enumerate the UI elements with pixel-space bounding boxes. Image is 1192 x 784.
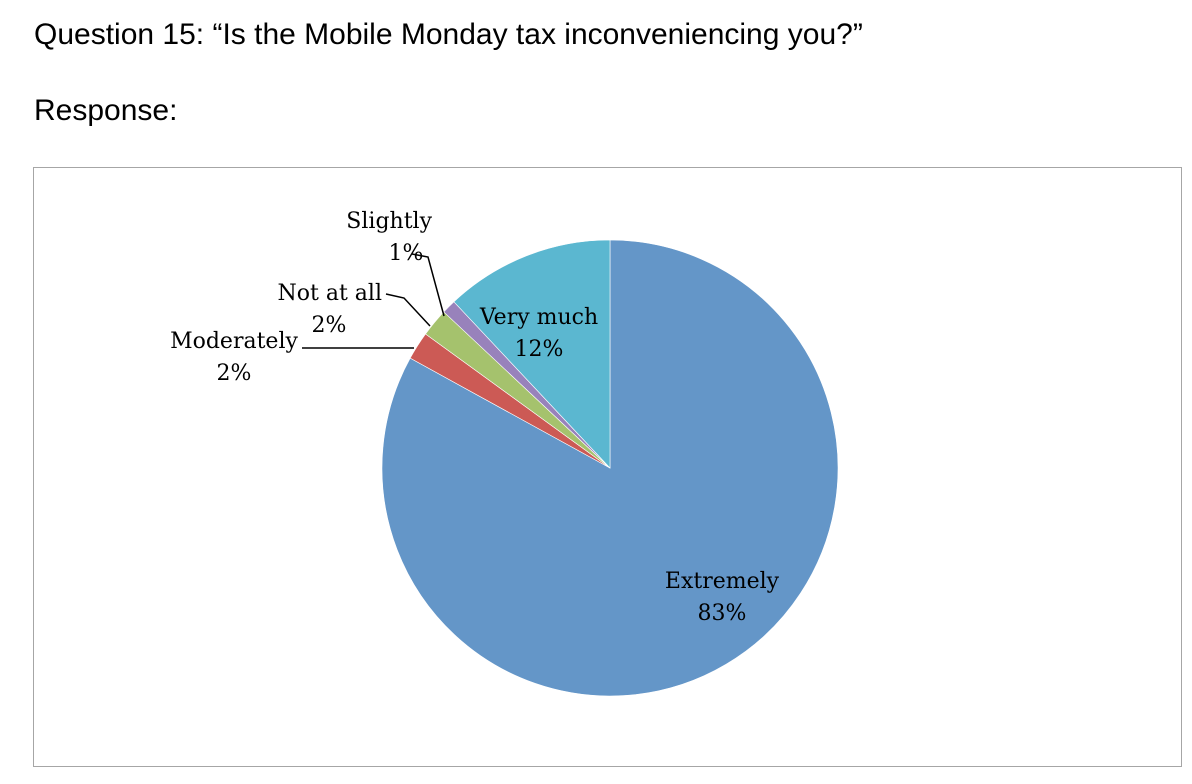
leader-line-slightly [411,253,445,317]
response-label: Response: [34,94,178,127]
data-label-category-very-much: Very much [479,305,598,330]
data-label-percent-moderately: 2% [217,361,252,386]
pie-slice-very-much [453,239,611,469]
data-label-percent-slightly: 1% [389,241,424,266]
data-label-percent-not-at-all: 2% [312,313,347,338]
data-label-category-extremely: Extremely [665,569,780,594]
chart-frame: Extremely 83% Moderately 2% Not at all 2% Slig… [33,167,1182,767]
data-label-category-moderately: Moderately [170,329,298,354]
pie-chart: Extremely 83% Moderately 2% Not at all 2% Slig… [170,209,839,697]
data-label-percent-very-much: 12% [515,337,564,362]
leader-line-not-at-all [385,293,431,327]
data-label-category-slightly: Slightly [346,209,432,234]
question-heading: Question 15: “Is the Mobile Monday tax i… [34,18,863,51]
data-label-percent-extremely: 83% [698,601,747,626]
data-label-category-not-at-all: Not at all [278,281,382,306]
